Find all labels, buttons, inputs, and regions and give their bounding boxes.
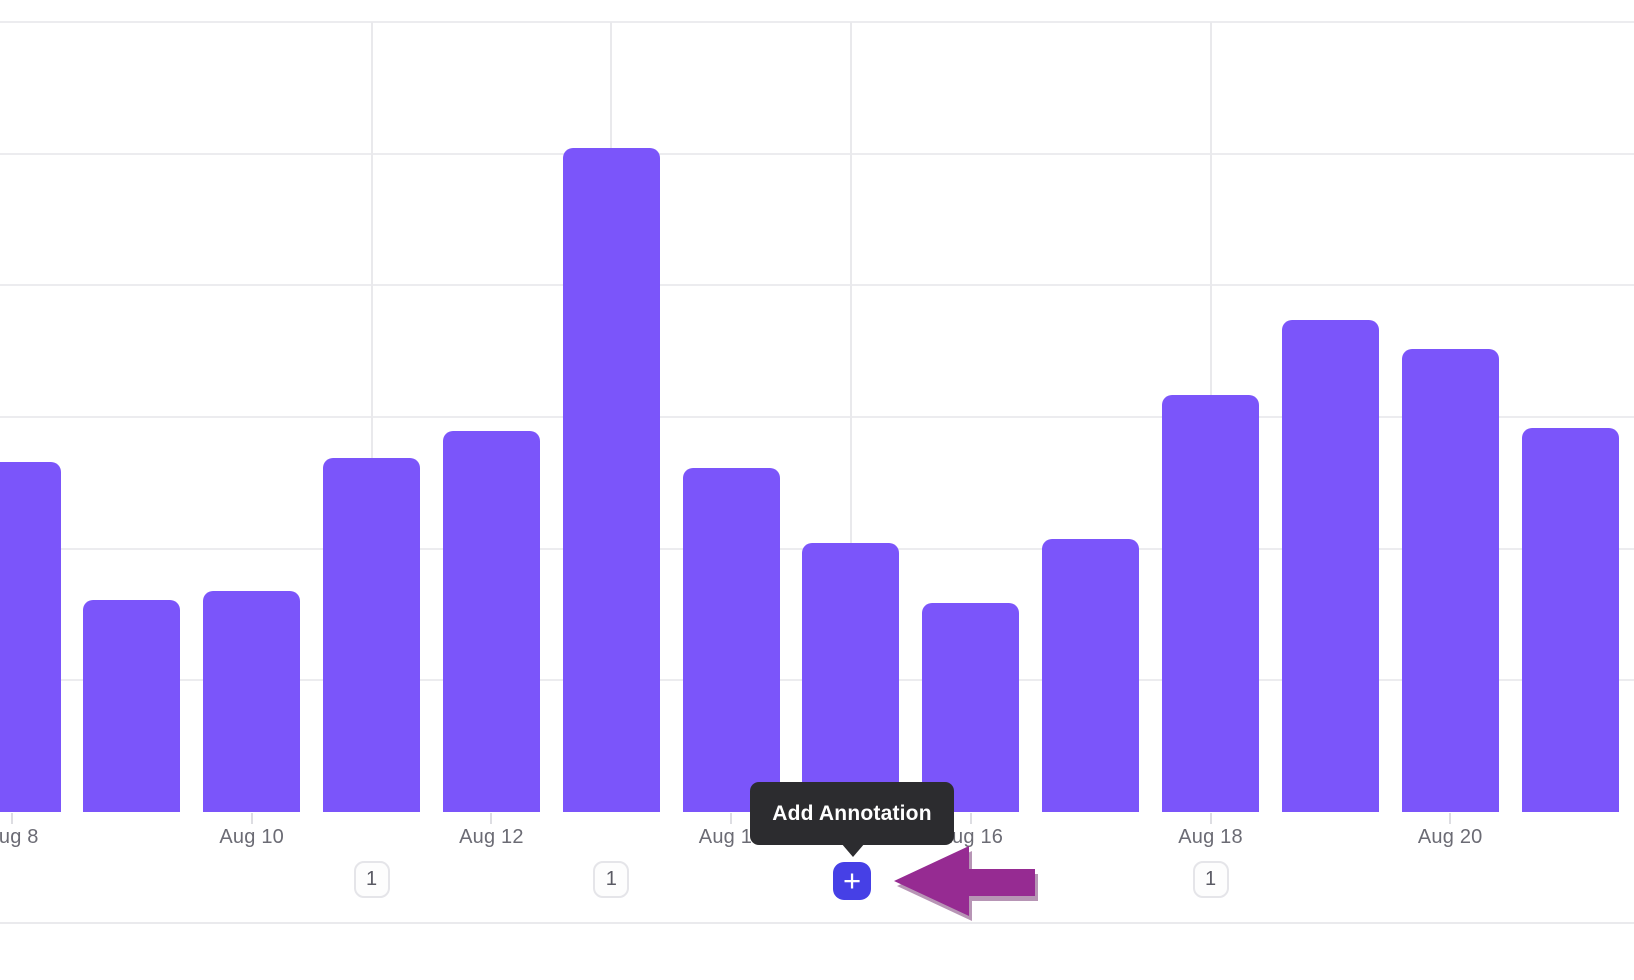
- x-axis-label: Aug 12: [459, 826, 524, 848]
- bar[interactable]: [0, 461, 61, 812]
- bar[interactable]: [922, 602, 1020, 812]
- x-axis-label: Aug 20: [1417, 826, 1483, 848]
- annotation-date-line: [370, 22, 373, 812]
- bar[interactable]: [562, 148, 660, 812]
- x-axis-label: Aug 18: [1178, 826, 1243, 848]
- x-axis-tick: [11, 813, 13, 824]
- bar[interactable]: [83, 600, 181, 812]
- bar[interactable]: [802, 543, 900, 812]
- plus-icon: +: [842, 862, 862, 898]
- x-axis-tick: [1209, 813, 1212, 824]
- arrow-left-icon: [894, 846, 1035, 916]
- bar[interactable]: [442, 431, 540, 812]
- bar[interactable]: [1042, 539, 1140, 812]
- add-annotation-tooltip: Add Annotation: [750, 782, 954, 857]
- gridline: [0, 415, 1634, 418]
- add-annotation-button[interactable]: +: [833, 862, 871, 900]
- annotation-count-badge[interactable]: 1: [593, 861, 630, 898]
- annotation-count-badge[interactable]: 1: [1192, 861, 1229, 898]
- x-axis-tick: [730, 813, 733, 824]
- add-annotation-tooltip-label: Add Annotation: [772, 801, 932, 825]
- annotation-date-line: [849, 22, 852, 812]
- bar[interactable]: [1162, 394, 1259, 812]
- x-axis-tick: [490, 813, 493, 824]
- page-divider: [0, 922, 1634, 924]
- bar[interactable]: [1521, 427, 1619, 812]
- bar[interactable]: [203, 590, 301, 812]
- bar[interactable]: [1401, 348, 1499, 812]
- tooltip-pointer: [841, 843, 865, 857]
- pointer-arrow-annotation: [894, 846, 1035, 916]
- gridline: [0, 152, 1634, 155]
- gridline: [0, 284, 1634, 287]
- x-axis-label: Aug 8: [0, 826, 39, 848]
- x-axis-label: Aug 16: [938, 826, 1004, 848]
- x-axis-tick: [969, 813, 972, 824]
- x-axis-tick: [250, 813, 253, 824]
- x-axis-tick: [1449, 813, 1452, 824]
- bar[interactable]: [682, 468, 780, 812]
- x-axis-label: Aug 14: [698, 826, 764, 848]
- bar[interactable]: [323, 457, 421, 812]
- gridline: [0, 20, 1634, 23]
- x-axis-label: Aug 10: [219, 826, 284, 848]
- annotation-count-badge[interactable]: 1: [353, 861, 390, 898]
- bar[interactable]: [1281, 319, 1379, 812]
